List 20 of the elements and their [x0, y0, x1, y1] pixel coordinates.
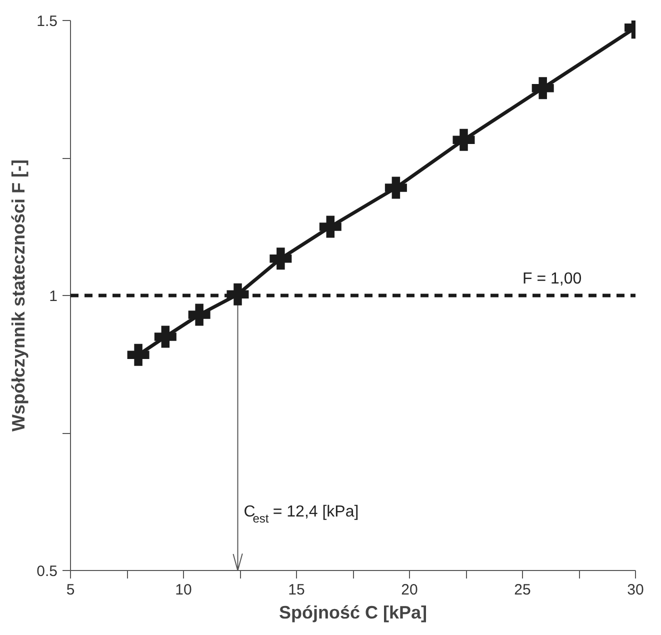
point: [270, 248, 292, 270]
x-axis-title: Spójność C [kPa]: [278, 602, 428, 622]
ref-line-label: F = 1,00: [522, 270, 582, 288]
x-tick-label: 25: [514, 582, 531, 598]
x-tick-label: 30: [627, 582, 644, 598]
y-tick-label: 0.5: [36, 563, 58, 580]
x-tick-label: 20: [401, 582, 418, 598]
x-tick-label: 5: [66, 582, 75, 598]
point: [319, 216, 342, 238]
point: [532, 77, 554, 100]
y-axis-title: Współczynnik stateczności F [-]: [8, 159, 29, 432]
point: [154, 326, 176, 348]
x-tick-label: 15: [288, 582, 305, 598]
x-tick-label: 10: [175, 582, 192, 598]
point: [452, 128, 475, 151]
y-tick-label: 1: [49, 288, 58, 305]
point: [127, 344, 150, 366]
point: [384, 176, 407, 199]
y-tick-label: 1.5: [36, 13, 58, 30]
point: [188, 304, 210, 326]
